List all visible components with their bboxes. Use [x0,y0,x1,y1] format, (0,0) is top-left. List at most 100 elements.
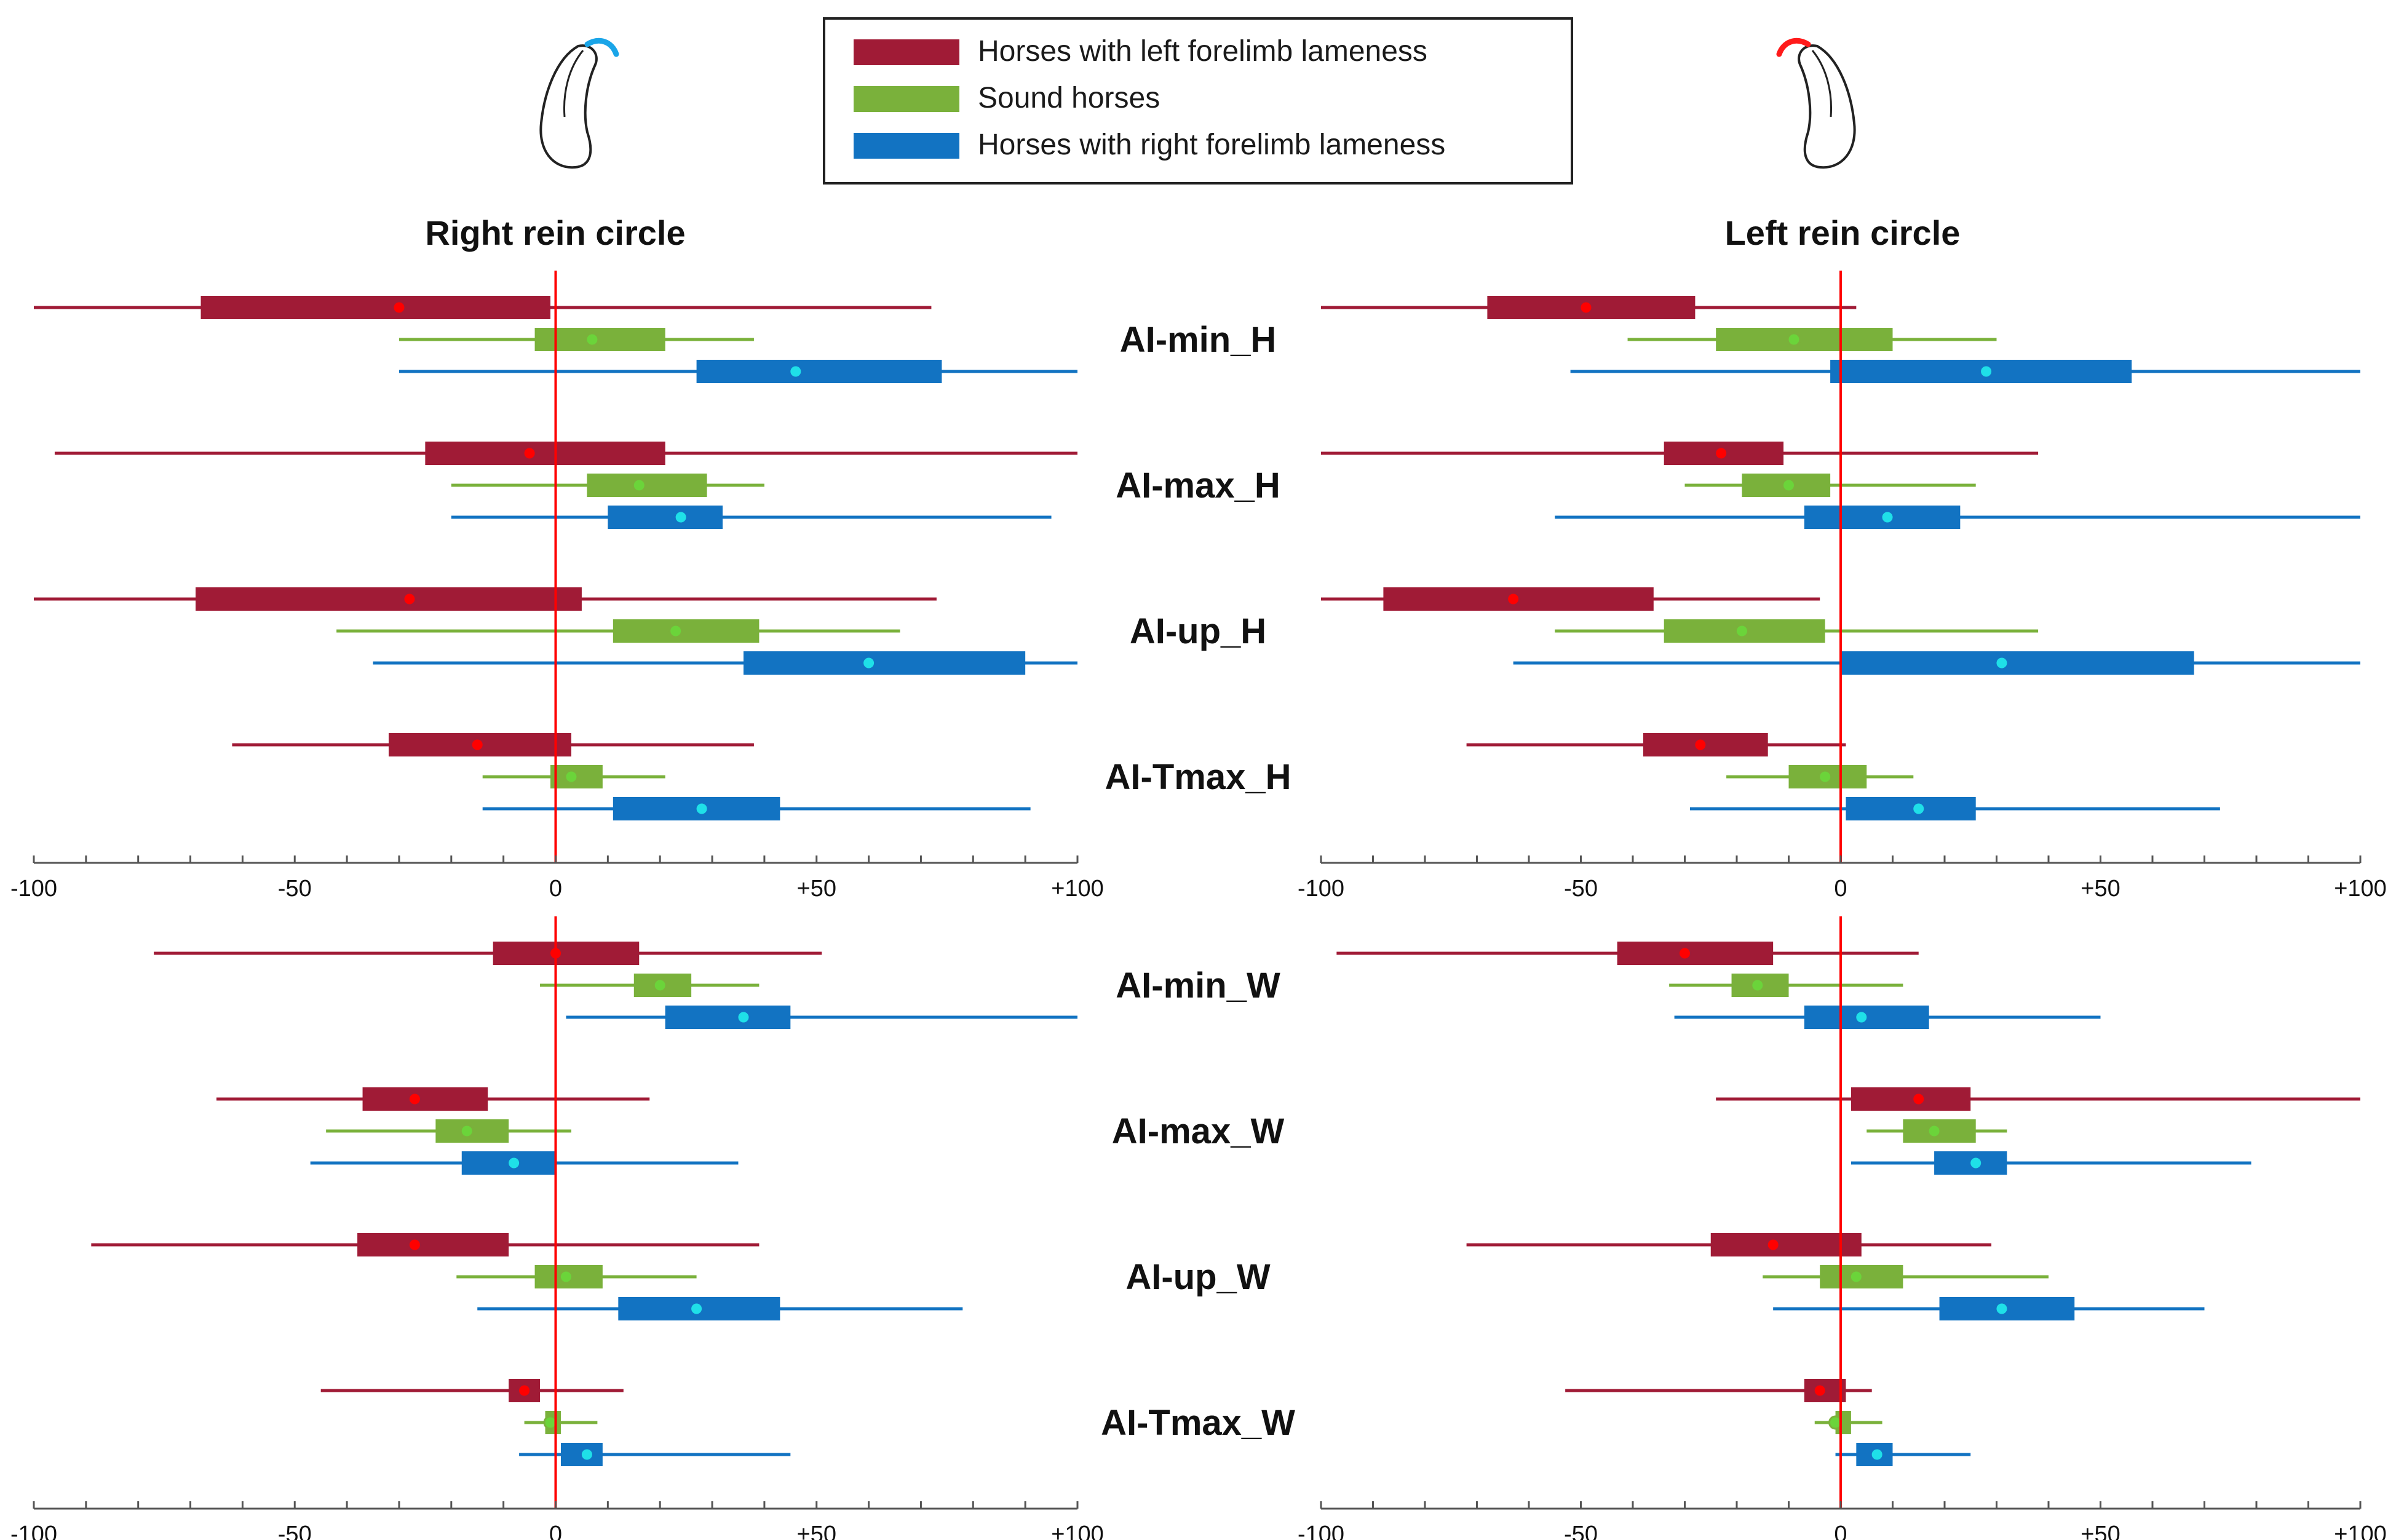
iqr-box-right-rein-ai-min-h-left [200,296,551,319]
x-tick-label-right_rein-group-2--50: -50 [278,1522,312,1540]
metric-label-ai-min-w: AI-min_W [1116,966,1280,1006]
median-dot-right-rein-ai-up-h-sound [668,624,683,638]
median-dot-left-rein-ai-tmax-h-right [1911,801,1926,816]
median-dot-right-rein-ai-min-w-sound [653,978,667,993]
median-dot-left-rein-ai-min-w-right [1854,1010,1869,1025]
median-dot-right-rein-ai-max-w-right [507,1156,522,1170]
plot-layer: AI-min_H AI-max_H AI-up_H AI-Tmax_H -100 -50 0… [10,271,2387,1540]
x-tick-label-left_rein-group-1--100: -100 [1298,876,1344,902]
iqr-box-left-rein-ai-min-h-sound [1716,328,1893,351]
iqr-box-right-rein-ai-max-w-left [362,1087,488,1111]
median-dot-right-rein-ai-up-w-sound [558,1269,573,1284]
x-tick-label-right_rein-group-1-50: +50 [797,876,836,902]
median-dot-right-rein-ai-up-w-left [407,1237,422,1252]
median-dot-right-rein-ai-tmax-h-left [470,737,485,752]
x-tick-label-right_rein-group-1--50: -50 [278,876,312,902]
median-dot-left-rein-ai-tmax-h-left [1693,737,1708,752]
metric-label-ai-up-w: AI-up_W [1125,1257,1270,1297]
iqr-box-left-rein-ai-min-w-left [1617,942,1774,965]
median-dot-left-rein-ai-up-w-sound [1849,1269,1863,1284]
median-dot-left-rein-ai-up-h-left [1506,592,1521,606]
iqr-box-right-rein-ai-max-h-right [608,506,723,529]
median-dot-left-rein-ai-max-w-sound [1927,1124,1942,1138]
median-dot-left-rein-ai-min-h-right [1979,364,1994,379]
x-tick-label-left_rein-group-2-50: +50 [2081,1522,2120,1540]
median-dot-left-rein-ai-max-h-left [1714,446,1729,461]
median-dot-left-rein-ai-tmax-h-sound [1818,769,1833,784]
legend: Horses with left forelimb lameness Sound… [823,17,1573,185]
legend-label-left-lameness: Horses with left forelimb lameness [978,35,1427,68]
panel-title-right-rein: Right rein circle [425,213,685,252]
median-dot-right-rein-ai-up-h-left [402,592,417,606]
metric-label-ai-min-h: AI-min_H [1120,320,1277,360]
median-dot-left-rein-ai-min-h-sound [1787,332,1801,347]
metric-label-ai-max-w: AI-max_W [1112,1111,1285,1151]
iqr-box-right-rein-ai-min-h-sound [534,328,665,351]
iqr-box-left-rein-ai-tmax-h-right [1846,797,1976,820]
metric-label-ai-max-h: AI-max_H [1116,466,1280,506]
iqr-box-left-rein-ai-up-w-left [1710,1233,1862,1256]
median-dot-left-rein-ai-tmax-w-right [1870,1447,1884,1462]
median-dot-right-rein-ai-max-w-left [407,1092,422,1106]
legend-swatch-right-lameness [854,133,959,159]
iqr-box-right-rein-ai-up-w-left [357,1233,509,1256]
iqr-box-right-rein-ai-max-h-sound [587,474,707,497]
legend-label-right-lameness: Horses with right forelimb lameness [978,129,1445,161]
x-tick-label-left_rein-group-2-100: +100 [2334,1522,2387,1540]
median-dot-right-rein-ai-tmax-h-sound [564,769,579,784]
metric-label-ai-tmax-h: AI-Tmax_H [1105,757,1291,797]
iqr-box-right-rein-ai-min-w-right [665,1006,791,1029]
median-dot-right-rein-ai-min-h-right [788,364,803,379]
median-dot-left-rein-ai-min-w-left [1678,946,1692,961]
median-dot-right-rein-ai-up-h-right [862,656,876,670]
metric-label-ai-tmax-w: AI-Tmax_W [1101,1403,1295,1443]
left-rein-hoof-icon [1776,38,1856,169]
median-dot-left-rein-ai-tmax-w-left [1812,1383,1827,1398]
iqr-box-right-rein-ai-up-h-left [196,587,582,611]
median-dot-left-rein-ai-up-h-right [1994,656,2009,670]
x-tick-label-left_rein-group-1-0: 0 [1834,876,1847,902]
median-dot-right-rein-ai-min-w-right [736,1010,751,1025]
x-tick-label-left_rein-group-1-50: +50 [2081,876,2120,902]
median-dot-right-rein-ai-tmax-w-left [517,1383,532,1398]
x-tick-label-right_rein-group-1--100: -100 [10,876,57,902]
x-tick-label-left_rein-group-1--50: -50 [1564,876,1598,902]
legend-swatch-sound [854,86,959,112]
x-tick-label-right_rein-group-2-100: +100 [1051,1522,1104,1540]
metric-label-ai-up-h: AI-up_H [1130,611,1266,651]
x-tick-label-left_rein-group-2--50: -50 [1564,1522,1598,1540]
x-tick-label-left_rein-group-2--100: -100 [1298,1522,1344,1540]
median-dot-left-rein-ai-max-w-right [1969,1156,1983,1170]
median-dot-right-rein-ai-tmax-w-right [579,1447,594,1462]
median-dot-left-rein-ai-up-h-sound [1734,624,1749,638]
x-tick-label-right_rein-group-2--100: -100 [10,1522,57,1540]
iqr-box-right-rein-ai-min-h-right [696,360,942,383]
x-tick-label-right_rein-group-1-0: 0 [549,876,562,902]
legend-label-sound: Sound horses [978,82,1160,114]
iqr-box-left-rein-ai-up-h-right [1841,651,2194,675]
median-dot-right-rein-ai-min-h-sound [585,332,600,347]
iqr-box-right-rein-ai-up-h-sound [613,619,760,643]
iqr-box-right-rein-ai-min-w-left [493,942,640,965]
legend-swatch-left-lameness [854,39,959,65]
median-dot-left-rein-ai-up-w-right [1994,1301,2009,1316]
median-dot-right-rein-ai-min-h-left [392,300,407,315]
median-dot-left-rein-ai-up-w-left [1766,1237,1780,1252]
iqr-box-left-rein-ai-max-w-left [1851,1087,1971,1111]
iqr-box-right-rein-ai-max-h-left [425,442,665,465]
median-dot-right-rein-ai-up-w-right [689,1301,704,1316]
right-rein-hoof-icon [539,38,619,169]
median-dot-left-rein-ai-max-h-sound [1782,478,1796,493]
median-dot-left-rein-ai-min-w-sound [1750,978,1765,993]
median-dot-left-rein-ai-min-h-left [1579,300,1593,315]
iqr-box-right-rein-ai-up-h-right [743,651,1026,675]
median-dot-right-rein-ai-max-h-left [522,446,537,461]
median-dot-right-rein-ai-max-w-sound [459,1124,474,1138]
median-dot-left-rein-ai-max-w-left [1911,1092,1926,1106]
x-tick-label-right_rein-group-2-50: +50 [797,1522,836,1540]
x-tick-label-left_rein-group-1-100: +100 [2334,876,2387,902]
median-dot-right-rein-ai-max-h-sound [632,478,646,493]
x-tick-label-right_rein-group-2-0: 0 [549,1522,562,1540]
